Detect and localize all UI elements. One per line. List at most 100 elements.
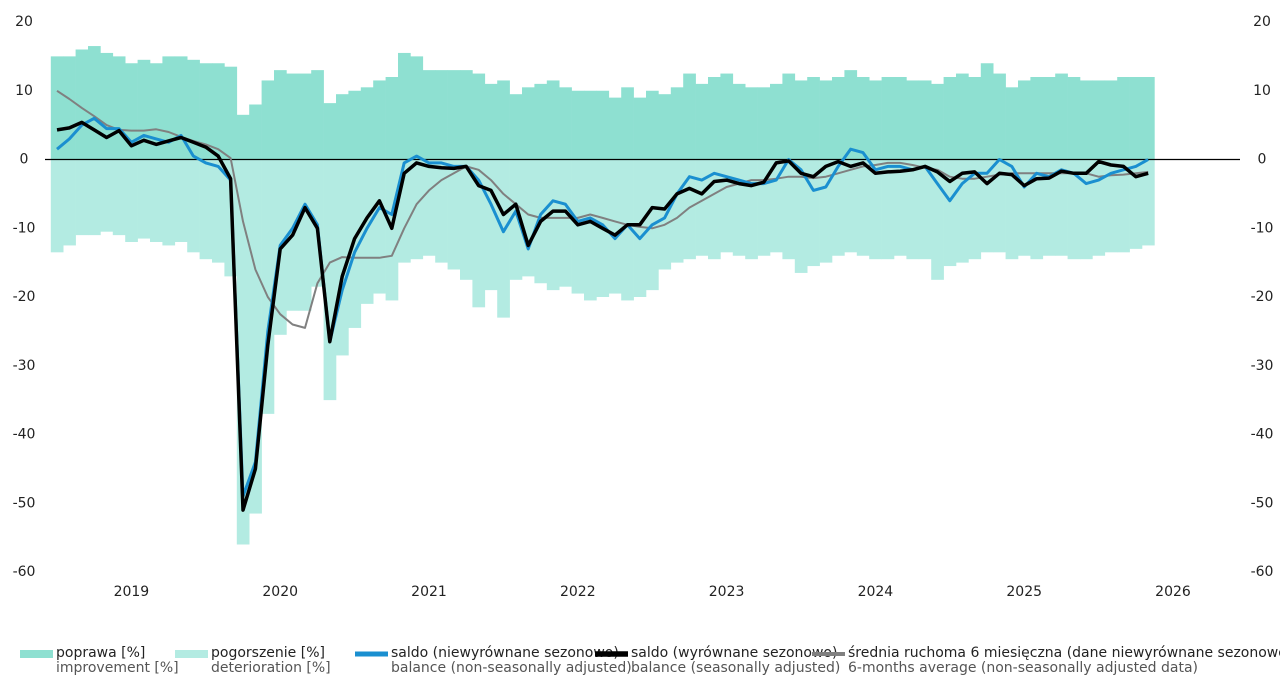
bar: [906, 159, 920, 260]
y2-tick-label: 10: [1253, 83, 1271, 99]
y2-tick-label: -40: [1251, 427, 1274, 443]
bar: [621, 87, 634, 160]
bar: [794, 159, 808, 273]
bar: [522, 159, 535, 277]
bar: [708, 77, 721, 160]
y-tick-label: -50: [13, 495, 36, 511]
bar: [137, 159, 151, 239]
bar: [373, 159, 386, 294]
legend-label-en: improvement [%]: [56, 660, 179, 675]
bar: [112, 159, 126, 236]
bar: [819, 80, 833, 160]
bar: [162, 56, 176, 160]
bar: [683, 159, 696, 260]
bar: [1005, 87, 1019, 160]
y2-tick-label: -30: [1251, 358, 1274, 374]
bar: [298, 159, 312, 311]
bar: [360, 87, 374, 160]
bar: [224, 66, 238, 160]
bar: [497, 159, 510, 318]
bar: [88, 46, 101, 160]
y-tick-label: -30: [13, 358, 36, 374]
bar: [274, 70, 287, 160]
bar: [1142, 77, 1155, 160]
bar: [460, 159, 473, 280]
bar: [249, 104, 262, 160]
bar: [150, 159, 163, 242]
bar: [918, 159, 932, 260]
y2-tick-label: -50: [1251, 495, 1274, 511]
bar: [596, 90, 610, 160]
bar: [174, 159, 188, 242]
bar: [968, 77, 982, 160]
bar: [918, 80, 932, 160]
legend-label-en: balance (non-seasonally adjusted): [391, 660, 632, 675]
bar: [261, 80, 275, 160]
bar: [497, 80, 510, 160]
y2-tick-label: -60: [1251, 564, 1274, 580]
bar: [100, 159, 114, 232]
bar: [980, 63, 994, 160]
bar: [385, 77, 399, 160]
x-tick-label: 2026: [1155, 584, 1191, 600]
bar: [695, 159, 709, 256]
bar: [112, 56, 126, 160]
bar: [621, 159, 634, 301]
bar: [1092, 80, 1106, 160]
legend-label: średnia ruchoma 6 miesięczna (dane niewy…: [848, 645, 1280, 661]
bar: [298, 73, 312, 160]
bar: [311, 70, 324, 160]
bar: [943, 77, 957, 160]
bar: [1080, 159, 1093, 260]
bar: [670, 87, 684, 160]
bar: [844, 159, 858, 253]
bar: [125, 63, 138, 160]
bar: [1104, 159, 1118, 253]
legend-swatch: [20, 650, 53, 658]
bar: [75, 159, 89, 236]
bar: [670, 159, 684, 263]
bar: [323, 159, 337, 401]
bar: [869, 80, 882, 160]
bar: [695, 83, 709, 160]
bar: [720, 159, 734, 253]
bar: [1018, 80, 1031, 160]
bar: [956, 73, 969, 160]
bar: [137, 59, 151, 160]
bar: [546, 159, 560, 291]
bar: [608, 97, 622, 160]
bar: [100, 52, 114, 160]
bar: [1129, 159, 1143, 249]
legend-label-en: deterioration [%]: [211, 660, 331, 675]
legend-label-en: balance (seasonally adjusted): [631, 660, 840, 675]
bar: [608, 159, 622, 294]
bar: [646, 90, 659, 160]
bar: [1067, 159, 1081, 260]
y-tick-label: -40: [13, 427, 36, 443]
y-tick-label: 0: [20, 152, 29, 168]
bar: [732, 83, 746, 160]
bar: [373, 80, 386, 160]
bar: [894, 159, 907, 256]
bar: [584, 159, 597, 301]
bar: [1104, 80, 1118, 160]
y-tick-label: -10: [13, 220, 36, 236]
bar: [199, 63, 213, 160]
bar: [881, 77, 895, 160]
bar: [125, 159, 138, 242]
bar: [522, 87, 535, 160]
bar: [968, 159, 982, 260]
bar: [212, 63, 225, 160]
bar: [906, 80, 920, 160]
bar: [559, 159, 572, 287]
y2-tick-label: -10: [1251, 220, 1274, 236]
bar: [150, 63, 163, 160]
bar: [993, 159, 1006, 253]
bar: [199, 159, 213, 260]
y2-tick-label: -20: [1251, 289, 1274, 305]
bar: [50, 56, 64, 160]
bar: [770, 159, 783, 253]
bar: [398, 52, 411, 160]
x-tick-label: 2023: [709, 584, 745, 600]
bar: [658, 94, 672, 160]
